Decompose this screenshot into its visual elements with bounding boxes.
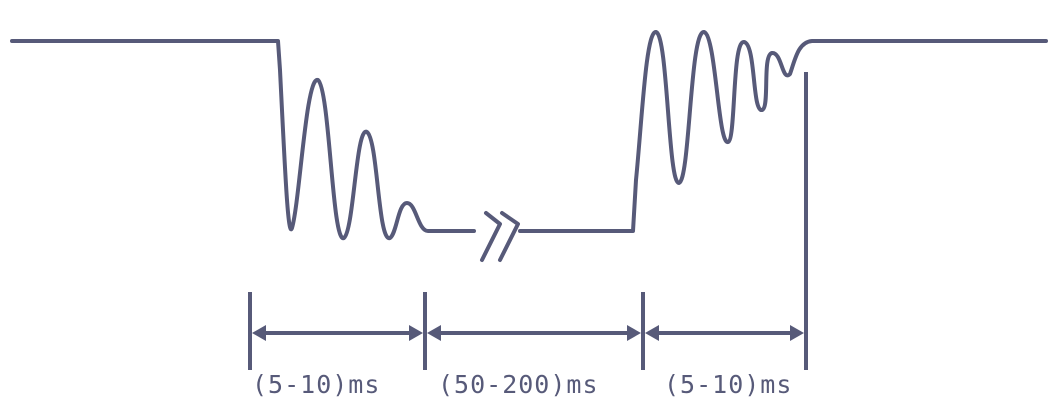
interval-2-right-arrowhead xyxy=(627,325,641,341)
interval-label-2: (50-200)ms xyxy=(438,370,599,399)
interval-3-right-arrowhead xyxy=(790,325,804,341)
interval-label-3: (5-10)ms xyxy=(664,370,792,399)
line-break-marker xyxy=(480,211,520,262)
interval-3-left-arrowhead xyxy=(645,325,659,341)
interval-2-left-arrowhead xyxy=(427,325,441,341)
signal-waveform-low-continued xyxy=(518,29,1048,233)
interval-label-1: (5-10)ms xyxy=(252,370,380,399)
interval-1-left-arrowhead xyxy=(252,325,266,341)
signal-waveform xyxy=(10,39,476,241)
interval-1-right-arrowhead xyxy=(409,325,423,341)
